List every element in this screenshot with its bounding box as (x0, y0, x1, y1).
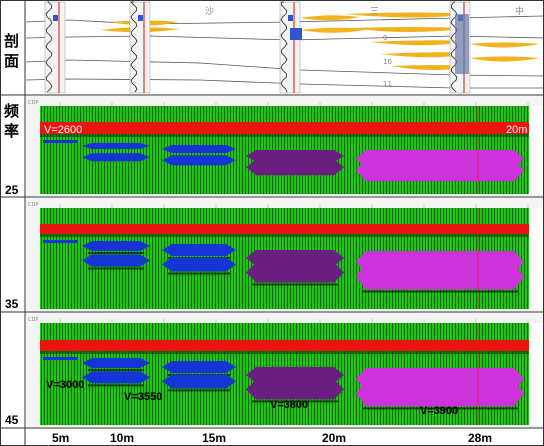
panel-axis-tag: CDP (28, 317, 38, 323)
panel-left-axis (26, 323, 40, 427)
panel-header (26, 313, 543, 323)
well-marker (288, 15, 293, 21)
section-annotation: 中 (515, 5, 524, 17)
section-annotation: 沙 (205, 6, 214, 17)
sand-body (350, 27, 470, 32)
wedge-body (356, 263, 524, 290)
wedge-body (82, 241, 150, 251)
sand-body (370, 40, 470, 46)
wedge-5m (43, 140, 77, 143)
wedge-body (82, 143, 150, 149)
panel-axis-tag: CDP (28, 202, 38, 208)
section-annotation: 三 (370, 7, 379, 17)
sand-body (470, 56, 540, 62)
scale-top-label: 20m (506, 124, 527, 136)
seismic-panel-35: CDP (26, 198, 543, 311)
wedge-body (246, 367, 344, 383)
frequency-label-char-2: 率 (4, 122, 19, 140)
seismic-panels: CDP CDP CDP V=2600 20m V=3000 V=3550 V=3800 V=39… (26, 96, 543, 427)
wedge-body (82, 254, 150, 267)
section-panel: 沙 三 中 9 10 11 (25, 1, 544, 94)
well-marker (138, 15, 143, 21)
wedge-body (162, 361, 236, 373)
well-marker (455, 14, 469, 74)
section-label-char-1: 剖 (4, 32, 19, 50)
section-label-char-2: 面 (4, 52, 19, 70)
panel-axis-tag: CDP (28, 100, 38, 106)
velocity-top-label: V=2600 (44, 124, 82, 136)
wedge-body (246, 150, 344, 162)
wedge-body (356, 380, 524, 407)
velocity-label-1: V=3000 (46, 379, 84, 391)
well-log-curve (280, 1, 288, 93)
thickness-label-5m: 5m (52, 431, 69, 445)
panel-header (26, 96, 543, 106)
thickness-label-20m: 20m (322, 431, 346, 445)
section-annotation: 10 (383, 58, 392, 66)
wedge-body (82, 371, 150, 384)
frequency-label-char-1: 频 (4, 102, 19, 120)
panel-footer (26, 425, 543, 427)
red-layer (40, 224, 529, 234)
sand-body (300, 15, 360, 21)
red-layer (40, 122, 529, 134)
wedge-body (82, 153, 150, 162)
sand-body (380, 52, 470, 58)
sand-body (470, 42, 540, 48)
well-log-curve (45, 1, 53, 93)
wedge-body (162, 145, 236, 153)
section-annotation: 11 (383, 80, 392, 88)
seismic-panel-45: CDP (26, 313, 543, 427)
panel-left-axis (26, 208, 40, 311)
wedge-body (246, 159, 344, 176)
sand-body (300, 27, 370, 33)
wedge-body (162, 244, 236, 256)
well-log-curve (130, 1, 138, 93)
wedge-body (162, 374, 236, 389)
red-layer (40, 340, 529, 351)
thickness-label-15m: 15m (202, 431, 226, 445)
section-annotation: 9 (383, 34, 387, 42)
panel-footer (26, 309, 543, 311)
well-track (44, 1, 66, 94)
well-marker (290, 28, 302, 40)
wedge-body (246, 250, 344, 266)
frequency-45: 45 (5, 413, 19, 427)
wedge-body (246, 262, 344, 283)
wedge-5m (43, 240, 77, 243)
reflection-band (40, 351, 529, 354)
reflection-band (40, 134, 529, 137)
panel-header (26, 198, 543, 208)
velocity-label-3: V=3800 (270, 399, 308, 411)
panel-left-axis (26, 106, 40, 196)
seismic-panel-25: CDP (26, 96, 543, 196)
wedge-5m (43, 357, 77, 360)
sand-body (345, 12, 470, 18)
thickness-label-28m: 28m (468, 431, 492, 445)
wedge-body (162, 257, 236, 272)
wedge-body (82, 358, 150, 368)
well-marker (53, 15, 58, 21)
wedge-body (356, 159, 524, 182)
velocity-label-2: V=3550 (124, 391, 162, 403)
thickness-label-10m: 10m (110, 431, 134, 445)
wedge-body (162, 155, 236, 166)
velocity-label-4: V=3900 (420, 405, 458, 417)
wedge-body (246, 379, 344, 400)
frequency-25: 25 (5, 183, 19, 197)
panel-footer (26, 194, 543, 196)
frequency-35: 35 (5, 297, 19, 311)
reflection-band (40, 234, 529, 237)
